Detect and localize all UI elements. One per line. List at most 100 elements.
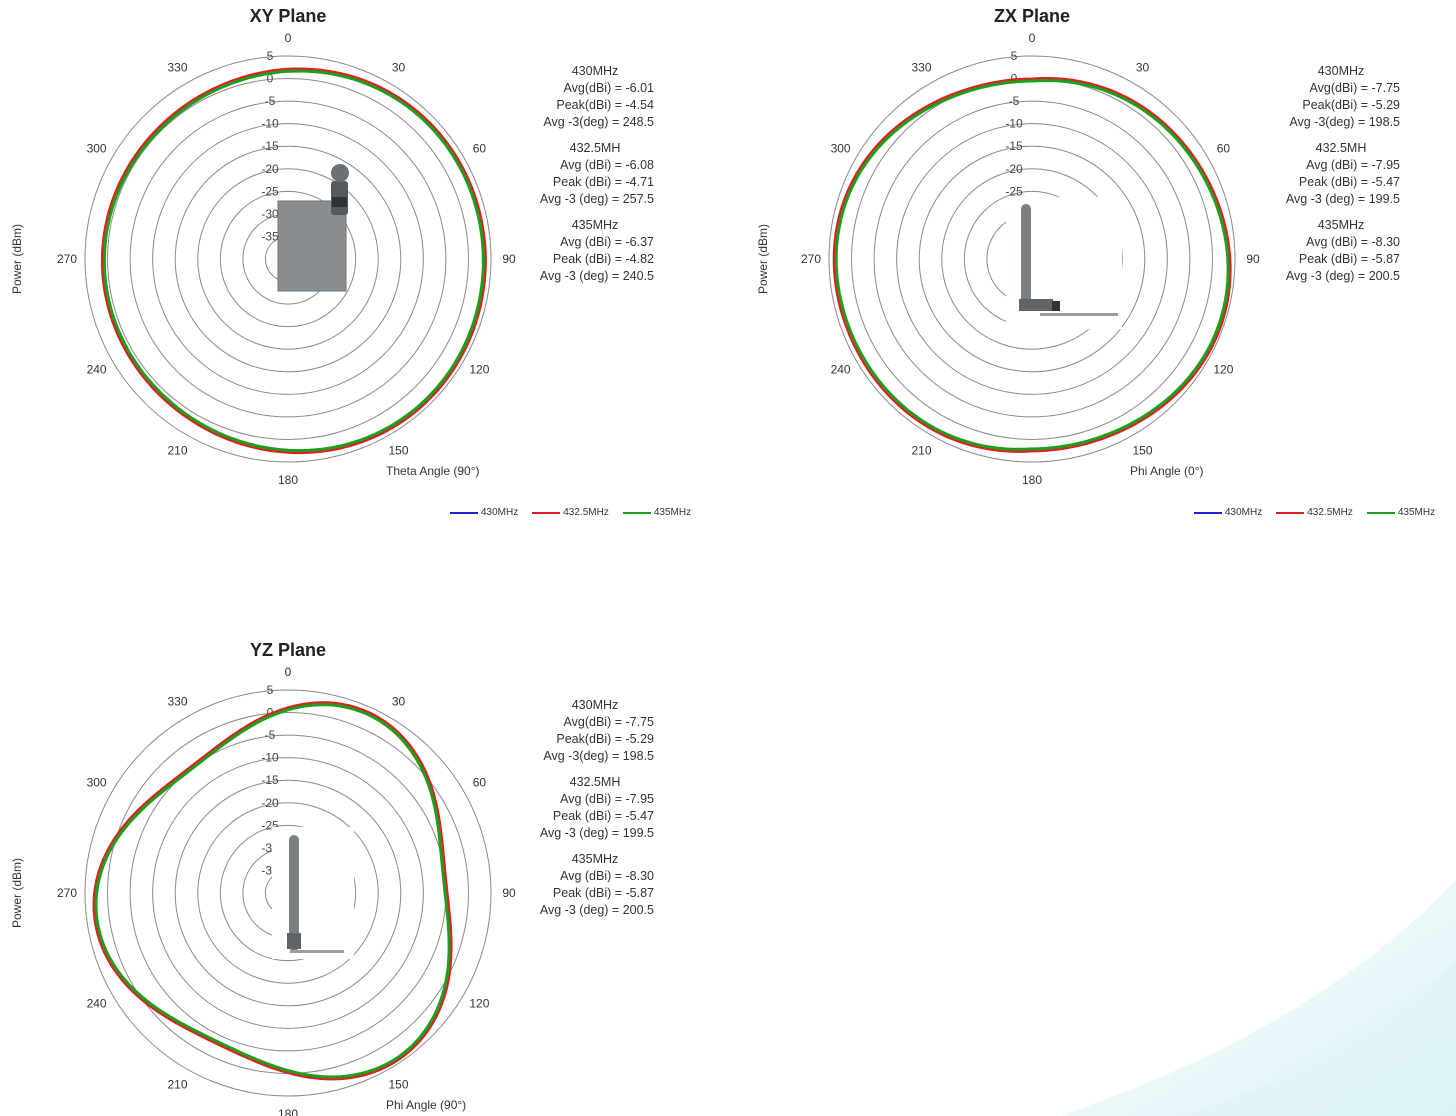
angle-tick-label: 0 <box>1029 31 1036 45</box>
angle-tick-label: 150 <box>388 1077 408 1091</box>
grid-circle <box>129 100 447 418</box>
xy-plane-chart: XY Plane Power (dBm) 0 30 60 90 120 150 180 210… <box>0 0 728 560</box>
polar-plot-svg: 030609012015018021024027030033050-5-10-1… <box>801 31 1260 487</box>
legend-swatch <box>1366 511 1395 514</box>
radial-tick-label: 0 <box>267 72 274 86</box>
angle-tick-label: 0 <box>285 665 292 679</box>
stat-heading: 432.5MH <box>1315 141 1367 155</box>
radial-tick-label: -5 <box>1009 94 1020 108</box>
series-line-435MHz <box>94 703 451 1079</box>
angle-tick-label: 210 <box>167 443 187 457</box>
stat-line: Avg (dBi) = -7.95 <box>1306 158 1400 172</box>
angle-tick-label: 180 <box>1022 473 1042 487</box>
legend-item: 435MHz <box>1366 507 1436 518</box>
grid-circle <box>873 100 1191 418</box>
angle-tick-label: 30 <box>392 61 406 75</box>
angle-tick-label: 240 <box>87 363 107 377</box>
stat-line: Avg (dBi) = -8.30 <box>560 869 654 883</box>
stat-line: Avg (dBi) = -6.37 <box>560 235 654 249</box>
series-line-432.5MHz <box>100 67 487 455</box>
stat-line: Avg -3 (deg) = 240.5 <box>539 269 654 283</box>
grid-circle <box>174 779 402 1007</box>
angle-tick-label: 330 <box>167 695 187 709</box>
stat-line: Avg(dBi) = -6.01 <box>563 81 654 95</box>
grid-circle <box>197 168 379 350</box>
grid-circle <box>107 78 469 440</box>
angle-tick-label: 60 <box>1217 142 1231 156</box>
angle-tick-label: 120 <box>469 997 489 1011</box>
yz-plane-chart: YZ Plane Power (dBm) 0 30 60 90 120 150 180 210… <box>0 634 728 1116</box>
angle-tick-label: 180 <box>278 1107 298 1116</box>
stat-group: 435MHz Avg (dBi) = -6.37 Peak (dBi) = -4.8… <box>530 217 660 285</box>
angle-tick-label: 90 <box>502 886 516 900</box>
radial-tick-label: -15 <box>261 773 279 787</box>
angle-caption: Phi Angle (90°) <box>386 1098 467 1112</box>
stat-heading: 432.5MH <box>569 141 621 155</box>
zx-plane-chart: ZX Plane Power (dBm) 0 30 60 90 120 150 180 210… <box>744 0 1456 560</box>
stat-line: Avg (dBi) = -6.08 <box>560 158 654 172</box>
chart-title: YZ Plane <box>249 640 327 660</box>
legend-label: 432.5MHz <box>563 507 609 518</box>
radial-tick-label: -10 <box>1005 117 1023 131</box>
grid-circle <box>941 168 1123 350</box>
stat-line: Avg -3(deg) = 198.5 <box>543 749 654 763</box>
legend-label: 430MHz <box>481 507 519 518</box>
stat-line: Peak(dBi) = -5.29 <box>556 732 654 746</box>
stat-line: Avg -3 (deg) = 199.5 <box>1285 192 1400 206</box>
angle-tick-label: 240 <box>87 997 107 1011</box>
legend-label: 435MHz <box>1397 507 1436 518</box>
angle-tick-label: 270 <box>57 252 77 266</box>
radial-tick-label: -25 <box>1005 184 1023 198</box>
angle-tick-label: 150 <box>388 443 408 457</box>
angle-tick-label: 270 <box>57 886 77 900</box>
grid-circle <box>152 757 424 1029</box>
radial-tick-label: -20 <box>261 796 279 810</box>
stat-group: 430MHz Avg(dBi) = -7.75 Peak(dBi) = -5.29 A… <box>530 697 660 765</box>
angle-tick-label: 330 <box>911 61 931 75</box>
angle-tick-label: 330 <box>167 61 187 75</box>
radial-tick-label: -10 <box>261 117 279 131</box>
radial-tick-label: -10 <box>261 751 279 765</box>
angle-tick-label: 60 <box>473 142 487 156</box>
polar-grid: 030609012015018021024027030033050-5-10-1… <box>57 31 516 487</box>
radial-tick-label: 5 <box>267 49 274 63</box>
legend-swatch <box>1194 511 1222 514</box>
stat-group: 432.5MH Avg (dBi) = -7.95 Peak (dBi) = -5.… <box>530 774 660 842</box>
grid-circle <box>174 145 402 373</box>
radial-tick-label: -35 <box>261 229 279 243</box>
stat-line: Peak (dBi) = -5.47 <box>552 809 654 823</box>
stat-group: 430MHz Avg(dBi) = -6.01 Peak(dBi) = -4.54 A… <box>530 63 660 131</box>
stat-group: 432.5MH Avg (dBi) = -7.95 Peak (dBi) = -5.… <box>1276 140 1406 208</box>
angle-tick-label: 120 <box>469 363 489 377</box>
legend-swatch <box>450 511 478 514</box>
stat-heading: 435MHz <box>571 852 619 866</box>
angle-tick-label: 300 <box>87 776 107 790</box>
stat-line: Peak (dBi) = -4.82 <box>552 252 654 266</box>
grid-circle <box>896 123 1168 395</box>
radial-tick-label: -25 <box>261 184 279 198</box>
angle-tick-label: 30 <box>392 695 406 709</box>
series-line-435MHz <box>834 79 1230 451</box>
stat-line: Avg -3 (deg) = 200.5 <box>1285 269 1400 283</box>
polar-grid: 030609012015018021024027030033050-5-10-1… <box>801 31 1260 487</box>
legend-label: 435MHz <box>653 507 692 518</box>
angle-tick-label: 90 <box>502 252 516 266</box>
chart-title: XY Plane <box>249 6 327 26</box>
legend-label: 430MHz <box>1225 507 1263 518</box>
stat-heading: 430MHz <box>571 698 619 712</box>
stat-line: Peak (dBi) = -5.47 <box>1298 175 1400 189</box>
angle-tick-label: 60 <box>473 776 487 790</box>
stat-line: Peak(dBi) = -5.29 <box>1302 98 1400 112</box>
angle-tick-label: 240 <box>831 363 851 377</box>
legend-item: 432.5MHz <box>1276 507 1353 518</box>
radial-tick-label: -5 <box>265 728 276 742</box>
stat-line: Avg -3 (deg) = 200.5 <box>539 903 654 917</box>
grid-circle <box>84 689 492 1097</box>
series-line-432.5MHz <box>832 77 1232 453</box>
stat-group: 435MHz Avg (dBi) = -8.30 Peak (dBi) = -5.8… <box>530 851 660 919</box>
antenna-front-view-icon <box>272 827 354 959</box>
radial-tick-label: -15 <box>261 139 279 153</box>
antenna-top-view-icon <box>277 164 349 292</box>
series-line-432.5MHz <box>92 701 453 1081</box>
legend: 430MHz 432.5MHz 435MHz <box>1194 507 1435 518</box>
